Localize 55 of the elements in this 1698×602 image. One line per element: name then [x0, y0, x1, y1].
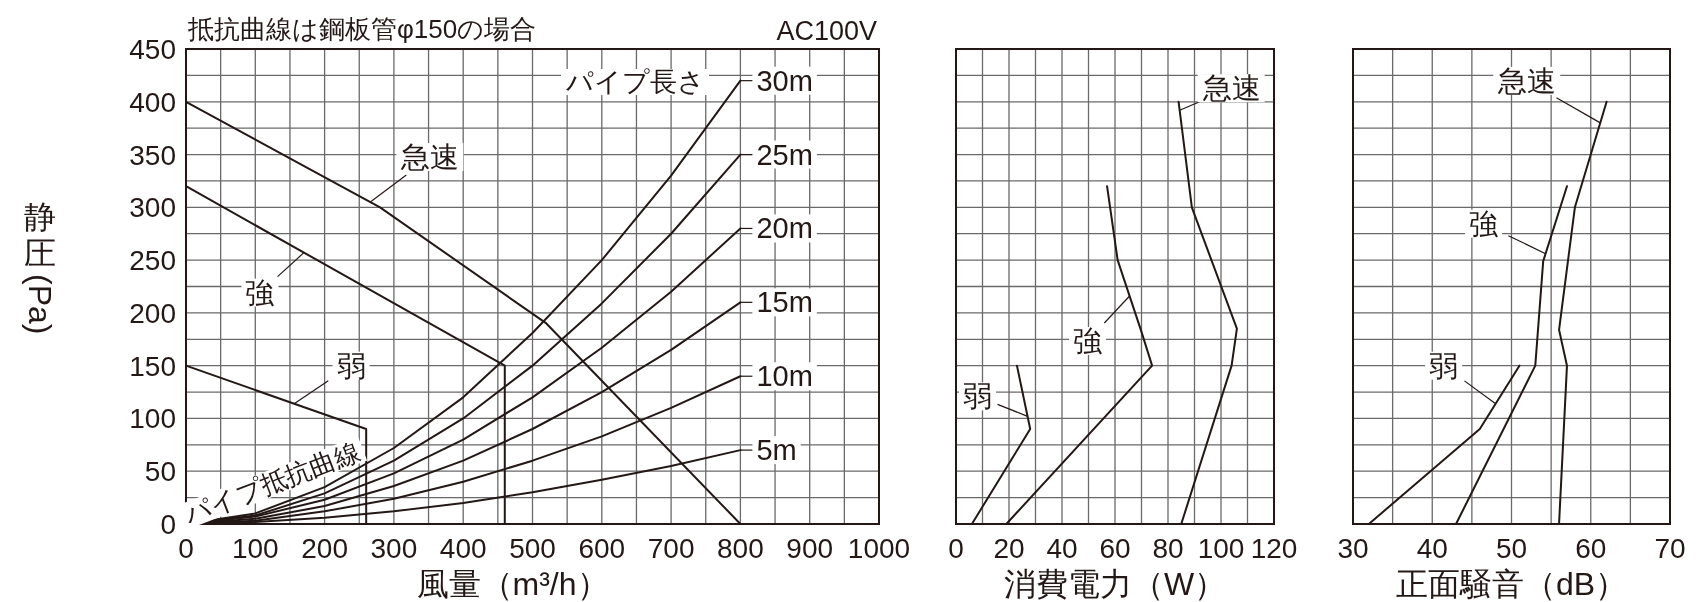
legend-label: 20m	[756, 212, 813, 245]
series-label: 弱	[963, 380, 993, 413]
x-tick-label: 80	[1152, 533, 1184, 564]
chart-title: 抵抗曲線は鋼板管φ150の場合	[187, 14, 537, 44]
y-axis-title: 静圧(Pa)	[22, 199, 58, 335]
annotation: パイプ長さ	[565, 67, 705, 97]
x-axis-title: 正面騒音（dB）	[1395, 566, 1628, 602]
legend-label: 5m	[756, 434, 797, 467]
x-tick-label: 70	[1654, 533, 1686, 564]
y-tick-label: 450	[129, 34, 176, 65]
y-tick-label: 0	[160, 509, 176, 540]
legend-label: 急速	[1201, 72, 1261, 105]
annotation: パイプ抵抗曲線	[179, 435, 365, 531]
legend-label: 25m	[756, 138, 813, 171]
legend-label: 15m	[756, 286, 813, 319]
x-tick-label: 1000	[847, 533, 911, 564]
x-tick-label: 600	[578, 533, 626, 564]
x-tick-label: 20	[993, 533, 1025, 564]
legend-label: 10m	[756, 360, 813, 393]
x-tick-label: 60	[1099, 533, 1131, 564]
series-label: 弱	[336, 349, 366, 382]
x-axis-title: 風量（m³/h）	[416, 566, 609, 602]
y-tick-label: 400	[129, 86, 176, 118]
series-label: 弱	[1429, 349, 1459, 382]
y-tick-label: 50	[144, 456, 176, 488]
y-tick-label: 350	[129, 139, 176, 171]
y-tick-label: 150	[129, 350, 176, 382]
legend-label: 30m	[756, 64, 813, 97]
x-tick-label: 200	[301, 533, 348, 564]
x-tick-label: 100	[231, 533, 279, 564]
series-label: 急速	[400, 141, 460, 174]
x-tick-label: 100	[1197, 533, 1245, 564]
x-tick-label: 60	[1575, 533, 1607, 564]
x-tick-label: 0	[948, 533, 964, 564]
x-tick-label: 500	[509, 533, 556, 564]
x-tick-label: 300	[370, 533, 418, 564]
x-tick-label: 50	[1495, 533, 1528, 564]
y-tick-label: 250	[129, 245, 176, 277]
series-label: 急速	[1497, 64, 1557, 97]
x-tick-label: 40	[1416, 533, 1448, 564]
x-tick-label: 400	[439, 533, 487, 564]
series-label: 強	[1073, 325, 1103, 357]
x-tick-label: 40	[1046, 533, 1078, 564]
x-tick-label: 800	[717, 533, 764, 564]
x-tick-label: 120	[1250, 533, 1298, 564]
y-tick-label: 300	[129, 192, 176, 224]
x-tick-label: 900	[786, 533, 834, 564]
y-tick-label: 200	[129, 297, 176, 329]
chart-subtitle: AC100V	[776, 16, 877, 46]
series-label: 強	[245, 276, 275, 309]
x-axis-title: 消費電力（W）	[1003, 566, 1227, 602]
series-label: 強	[1469, 207, 1499, 240]
x-tick-label: 700	[647, 533, 695, 564]
y-tick-label: 100	[129, 403, 176, 435]
x-tick-label: 30	[1337, 533, 1369, 564]
